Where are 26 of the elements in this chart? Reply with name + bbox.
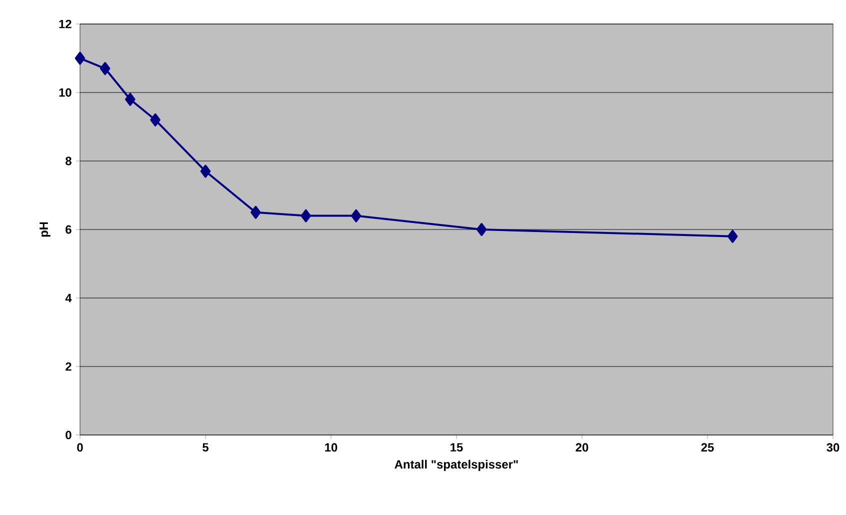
y-tick-label: 6 — [66, 225, 72, 234]
point — [476, 222, 487, 236]
x-axis-title: Antall "spatelspisser" — [394, 460, 518, 471]
x-tick-label: 20 — [576, 443, 588, 452]
point — [150, 113, 160, 126]
y-tick-label: 12 — [59, 20, 72, 28]
x-tick-label: 10 — [325, 443, 338, 452]
point — [74, 52, 86, 65]
x-tick-label: 25 — [701, 443, 714, 452]
point — [125, 92, 136, 106]
y-tick-label: 2 — [66, 362, 72, 371]
point — [100, 62, 110, 76]
y-tick-label: 10 — [59, 88, 72, 97]
x-tick-label: 5 — [202, 443, 208, 452]
point — [350, 209, 362, 222]
y-tick-label: 8 — [66, 156, 72, 166]
x-tick-label: 0 — [77, 443, 83, 452]
y-tick-label: 0 — [66, 430, 72, 440]
y-axis-title: pH — [40, 222, 50, 237]
point — [300, 209, 312, 222]
x-tick-label: 30 — [826, 443, 840, 452]
x-tick-label: 15 — [450, 443, 463, 452]
point — [250, 206, 261, 219]
y-tick-label: 4 — [65, 294, 72, 302]
point — [727, 230, 738, 243]
point — [200, 164, 211, 178]
